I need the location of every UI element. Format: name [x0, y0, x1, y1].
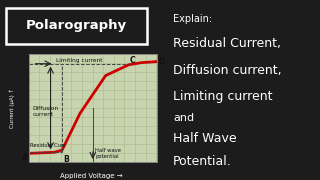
Text: Potential.: Potential.	[173, 155, 232, 168]
Text: and: and	[173, 113, 194, 123]
Text: Limiting current: Limiting current	[56, 58, 102, 63]
Text: Half wave
potential: Half wave potential	[95, 148, 121, 159]
Text: Residual Curr.: Residual Curr.	[30, 143, 67, 148]
Text: Residual Current,: Residual Current,	[173, 37, 281, 50]
Text: Half Wave: Half Wave	[173, 132, 237, 145]
Text: Applied Voltage →: Applied Voltage →	[60, 173, 123, 179]
Text: Limiting current: Limiting current	[173, 90, 273, 103]
Text: Explain:: Explain:	[173, 14, 212, 24]
Text: D: D	[158, 57, 164, 66]
Text: B: B	[63, 155, 69, 164]
Text: Diffusion
current: Diffusion current	[33, 106, 59, 117]
Text: C: C	[130, 56, 136, 65]
Text: Current (µA) ↑: Current (µA) ↑	[10, 88, 15, 128]
Text: Diffusion current,: Diffusion current,	[173, 64, 282, 76]
Text: Polarography: Polarography	[26, 19, 127, 32]
FancyBboxPatch shape	[6, 8, 148, 44]
Text: A: A	[22, 153, 28, 162]
